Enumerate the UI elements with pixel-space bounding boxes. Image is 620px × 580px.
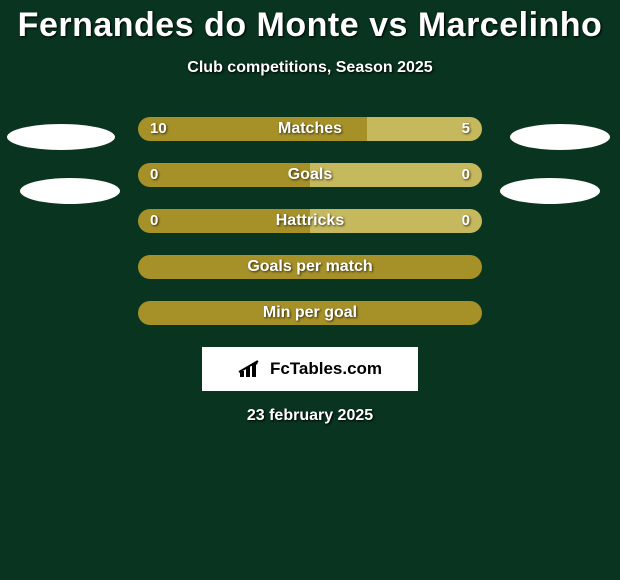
bar-track bbox=[138, 209, 482, 233]
logo-text: FcTables.com bbox=[270, 359, 382, 379]
fctables-logo: FcTables.com bbox=[202, 347, 418, 391]
bar-chart-icon bbox=[238, 359, 264, 379]
date-text: 23 february 2025 bbox=[0, 407, 620, 425]
decorative-ellipse bbox=[510, 124, 610, 150]
bar-left bbox=[138, 117, 367, 141]
comparison-bars: Matches105Goals00Hattricks00Goals per ma… bbox=[0, 117, 620, 325]
value-left: 10 bbox=[150, 117, 167, 141]
bar-track bbox=[138, 255, 482, 279]
value-left: 0 bbox=[150, 163, 158, 187]
value-right: 0 bbox=[462, 209, 470, 233]
stat-row: Goals per match bbox=[0, 255, 620, 279]
bar-track bbox=[138, 117, 482, 141]
value-right: 5 bbox=[462, 117, 470, 141]
decorative-ellipse bbox=[20, 178, 120, 204]
bar-right bbox=[310, 209, 482, 233]
stat-row: Hattricks00 bbox=[0, 209, 620, 233]
bar-left bbox=[138, 163, 310, 187]
bar-right bbox=[310, 163, 482, 187]
bar-track bbox=[138, 301, 482, 325]
value-right: 0 bbox=[462, 163, 470, 187]
bar-left bbox=[138, 255, 482, 279]
page-title: Fernandes do Monte vs Marcelinho bbox=[0, 0, 620, 45]
decorative-ellipse bbox=[500, 178, 600, 204]
bar-track bbox=[138, 163, 482, 187]
stat-row: Min per goal bbox=[0, 301, 620, 325]
bar-left bbox=[138, 209, 310, 233]
decorative-ellipse bbox=[7, 124, 115, 150]
bar-left bbox=[138, 301, 482, 325]
subtitle: Club competitions, Season 2025 bbox=[0, 59, 620, 77]
value-left: 0 bbox=[150, 209, 158, 233]
